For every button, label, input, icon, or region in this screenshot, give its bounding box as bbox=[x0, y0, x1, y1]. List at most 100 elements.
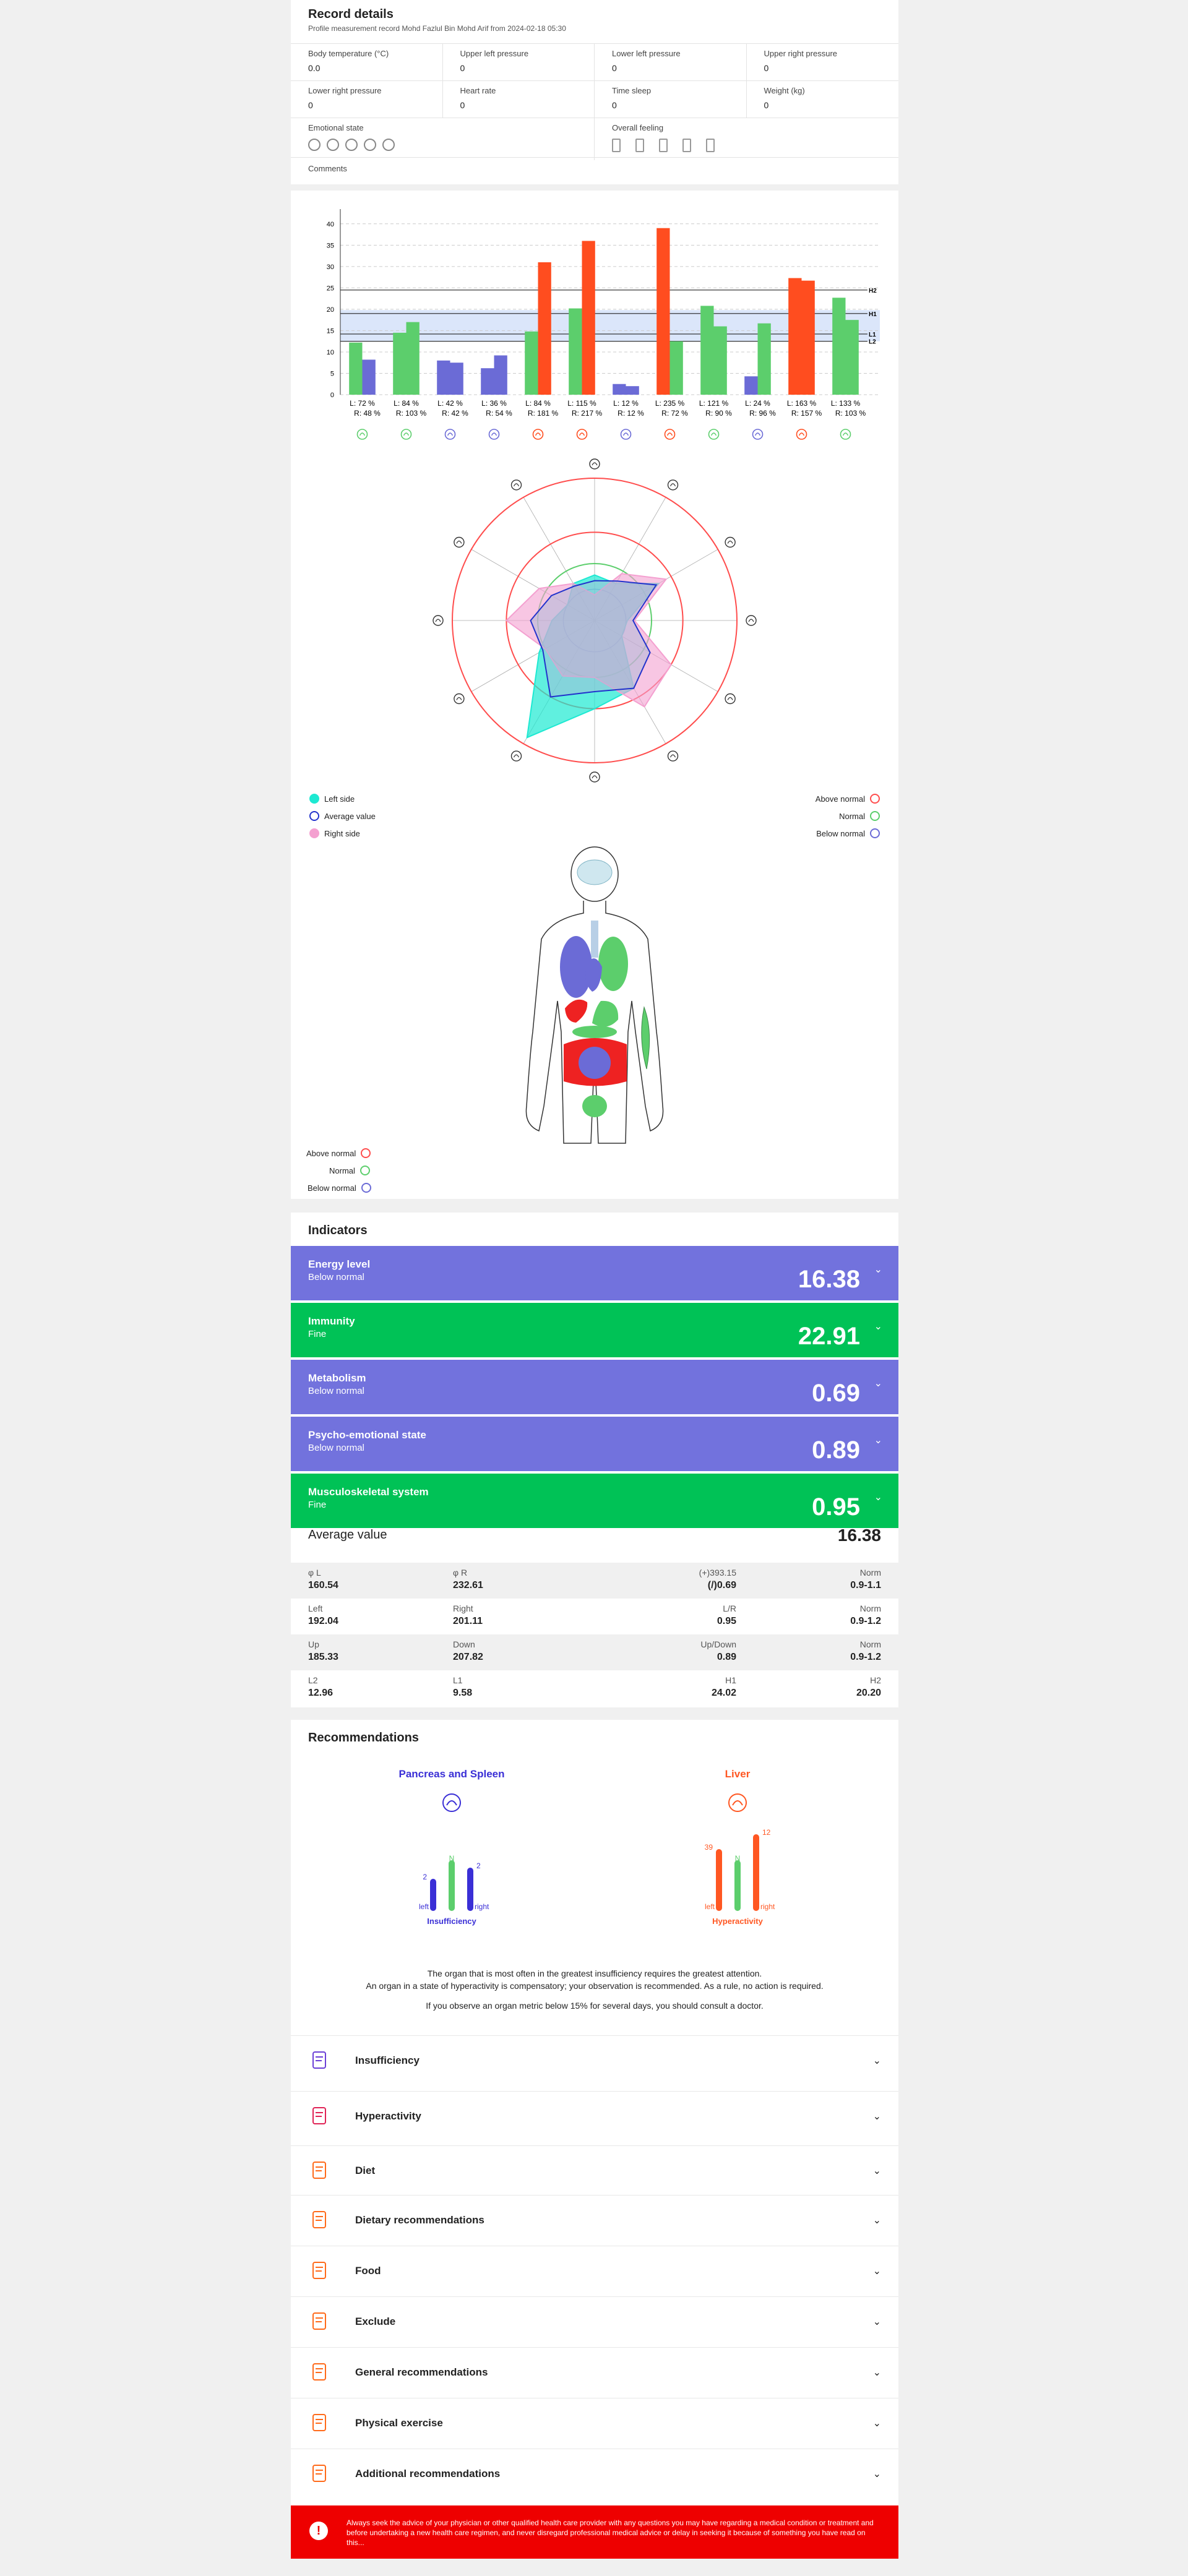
chevron-down-icon[interactable]: ⌄ bbox=[874, 1321, 882, 1332]
organ-level-chart: 39 N 12 left right bbox=[705, 1793, 775, 1911]
bar-left-label: L: 121 % bbox=[699, 399, 729, 408]
chevron-down-icon[interactable]: ⌄ bbox=[872, 2468, 881, 2479]
bar-right bbox=[757, 323, 771, 395]
stat-cell: L2 12.96 bbox=[308, 1675, 333, 1699]
indicator-status: Below normal bbox=[308, 1443, 364, 1453]
emotion-very-sad-icon[interactable] bbox=[308, 139, 321, 151]
accordion-additional-recommendations[interactable]: Additional recommendations ⌄ bbox=[291, 2449, 898, 2498]
reference-label-h2: H2 bbox=[869, 288, 877, 294]
emotion-very-happy-icon[interactable] bbox=[382, 139, 395, 151]
battery-1-icon[interactable] bbox=[612, 139, 621, 152]
shoulder-icon bbox=[454, 536, 465, 548]
stat-cell: φ L 160.54 bbox=[308, 1568, 338, 1591]
bar-right bbox=[713, 326, 727, 395]
pancreas-icon bbox=[442, 1793, 461, 1812]
y-tick-label: 10 bbox=[327, 349, 334, 356]
chevron-down-icon[interactable]: ⌄ bbox=[872, 2055, 881, 2066]
bar-right-label: R: 96 % bbox=[749, 409, 776, 418]
stat-value: 185.33 bbox=[308, 1652, 338, 1662]
y-tick-label: 5 bbox=[330, 370, 334, 377]
bar-right bbox=[669, 341, 683, 395]
cutlery-icon bbox=[312, 2161, 326, 2179]
chevron-down-icon[interactable]: ⌄ bbox=[874, 1435, 882, 1446]
chevron-down-icon[interactable]: ⌄ bbox=[872, 2367, 881, 2378]
accordion-general-recommendations[interactable]: General recommendations ⌄ bbox=[291, 2347, 898, 2397]
chevron-down-icon[interactable]: ⌄ bbox=[874, 1264, 882, 1275]
chevron-down-icon[interactable]: ⌄ bbox=[872, 2111, 881, 2122]
battery-2-icon[interactable] bbox=[635, 139, 644, 152]
indicator-immunity[interactable]: Immunity Fine 22.91 ⌄ bbox=[291, 1303, 898, 1357]
accordion-insufficiency[interactable]: Insufficiency ⌄ bbox=[291, 2035, 898, 2085]
accordion-physical-exercise[interactable]: Physical exercise ⌄ bbox=[291, 2398, 898, 2447]
stat-row: φ L 160.54 φ R 232.61 (+)393.15 (/)0.69 Norm 0.… bbox=[291, 1563, 898, 1599]
chevron-down-icon[interactable]: ⌄ bbox=[872, 2165, 881, 2176]
chevron-down-icon[interactable]: ⌄ bbox=[874, 1492, 882, 1503]
indicator-name: Metabolism bbox=[308, 1372, 366, 1384]
emotion-sad-icon[interactable] bbox=[327, 139, 339, 151]
bladder-icon bbox=[510, 479, 522, 491]
stat-label: Norm bbox=[859, 1639, 881, 1649]
bar-left-label: L: 84 % bbox=[394, 399, 419, 408]
accordion-label: Insufficiency bbox=[355, 2054, 420, 2066]
organ-right-level-value: 12 bbox=[762, 1828, 771, 1837]
accordion-dietary-recommendations[interactable]: Dietary recommendations ⌄ bbox=[291, 2195, 898, 2244]
trachea-organ bbox=[591, 921, 598, 958]
accordion-food[interactable]: Food ⌄ bbox=[291, 2246, 898, 2295]
indicator-value: 0.89 bbox=[812, 1436, 860, 1464]
indicator-metabolism[interactable]: Metabolism Below normal 0.69 ⌄ bbox=[291, 1360, 898, 1414]
body-normal-swatch bbox=[359, 1166, 370, 1175]
accordion-diet[interactable]: Diet ⌄ bbox=[291, 2145, 898, 2195]
battery-4-icon[interactable] bbox=[682, 139, 691, 152]
stat-value: 0.89 bbox=[717, 1652, 736, 1662]
left-side-swatch bbox=[309, 794, 319, 804]
stat-value: 0.9-1.2 bbox=[850, 1616, 881, 1626]
battery-5-icon[interactable] bbox=[706, 139, 715, 152]
y-tick-label: 20 bbox=[327, 306, 334, 314]
bladder-icon bbox=[752, 429, 764, 440]
stat-cell: Right 201.11 bbox=[453, 1604, 483, 1627]
y-tick-label: 15 bbox=[327, 327, 334, 335]
chevron-down-icon[interactable]: ⌄ bbox=[872, 2215, 881, 2226]
bar-left bbox=[349, 342, 363, 395]
bar-left bbox=[525, 331, 538, 395]
accordion-hyperactivity[interactable]: Hyperactivity ⌄ bbox=[291, 2091, 898, 2140]
average-value: 16.38 bbox=[837, 1526, 881, 1545]
stat-value: 24.02 bbox=[711, 1688, 736, 1698]
bar-left bbox=[569, 308, 582, 395]
indicator-name: Musculoskeletal system bbox=[308, 1486, 429, 1498]
legend-normal: Normal bbox=[839, 811, 880, 821]
accordion-exclude[interactable]: Exclude ⌄ bbox=[291, 2296, 898, 2346]
chevron-down-icon[interactable]: ⌄ bbox=[872, 2265, 881, 2277]
bar-left-label: L: 24 % bbox=[745, 399, 770, 408]
bladder-organ bbox=[582, 1095, 607, 1117]
note-3: If you observe an organ metric below 15%… bbox=[426, 2001, 764, 2011]
emotion-happy-icon[interactable] bbox=[364, 139, 376, 151]
stat-value: 201.11 bbox=[453, 1616, 483, 1626]
indicator-status: Below normal bbox=[308, 1386, 364, 1396]
chevron-down-icon[interactable]: ⌄ bbox=[874, 1378, 882, 1389]
emotion-neutral-icon[interactable] bbox=[345, 139, 358, 151]
stat-label: L2 bbox=[308, 1675, 318, 1685]
stat-value: 207.82 bbox=[453, 1652, 483, 1662]
nerve-icon bbox=[589, 771, 600, 783]
bar-right bbox=[406, 322, 420, 395]
stat-label: Down bbox=[453, 1639, 475, 1649]
bar-left-label: L: 133 % bbox=[831, 399, 861, 408]
chevron-down-icon[interactable]: ⌄ bbox=[872, 2418, 881, 2429]
bar-left bbox=[393, 332, 407, 395]
indicator-name: Psycho-emotional state bbox=[308, 1429, 426, 1441]
stat-label: Up bbox=[308, 1639, 319, 1649]
body-legend-above-normal: Above normal bbox=[306, 1148, 371, 1158]
organ-right-label: right bbox=[760, 1902, 775, 1911]
battery-3-icon[interactable] bbox=[659, 139, 668, 152]
average-swatch bbox=[309, 811, 319, 821]
bar-left bbox=[744, 376, 758, 395]
indicator-psycho-emotional-state[interactable]: Psycho-emotional state Below normal 0.89 ⌄ bbox=[291, 1417, 898, 1471]
indicator-energy-level[interactable]: Energy level Below normal 16.38 ⌄ bbox=[291, 1246, 898, 1300]
pancreas-icon bbox=[400, 429, 412, 440]
bone-icon bbox=[576, 429, 588, 440]
indicator-musculoskeletal-system[interactable]: Musculoskeletal system Fine 0.95 ⌄ bbox=[291, 1474, 898, 1528]
chevron-down-icon[interactable]: ⌄ bbox=[872, 2316, 881, 2327]
body-figure bbox=[525, 846, 664, 1144]
y-tick-label: 0 bbox=[330, 392, 334, 399]
